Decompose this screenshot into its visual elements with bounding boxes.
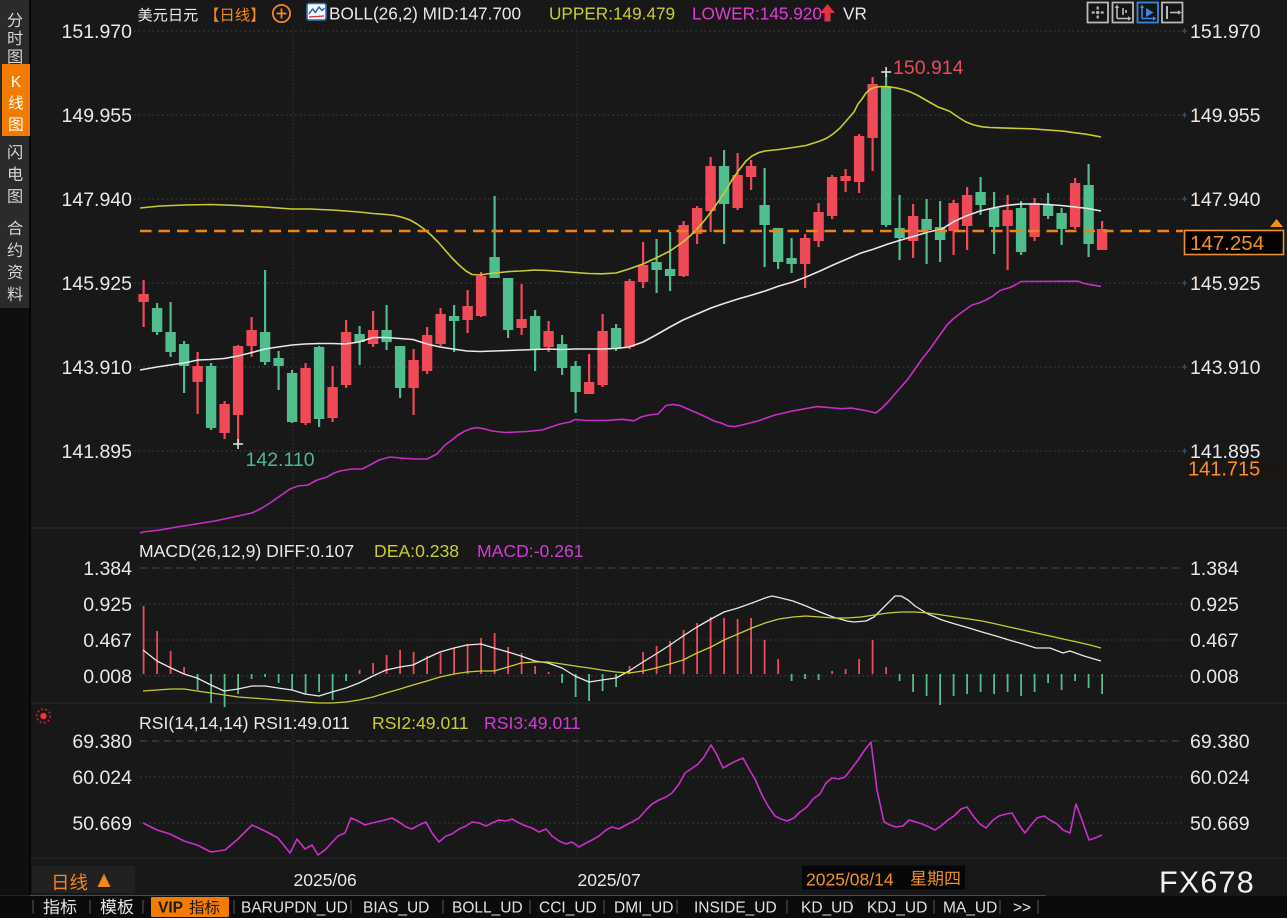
svg-text:143.910: 143.910 <box>62 357 133 379</box>
svg-text:RSI3:49.011: RSI3:49.011 <box>484 713 581 733</box>
svg-text:VIP: VIP <box>158 900 183 917</box>
svg-text:149.955: 149.955 <box>62 105 133 127</box>
svg-text:69.380: 69.380 <box>1190 731 1250 753</box>
svg-text:DEA:0.238: DEA:0.238 <box>374 541 459 561</box>
svg-text:50.669: 50.669 <box>1190 813 1250 835</box>
svg-text:0.925: 0.925 <box>83 594 132 616</box>
svg-text:BOLL_UD: BOLL_UD <box>452 900 523 917</box>
svg-text:145.925: 145.925 <box>62 273 133 295</box>
svg-text:CCI_UD: CCI_UD <box>539 900 597 917</box>
svg-text:151.970: 151.970 <box>1190 21 1261 43</box>
svg-text:147.940: 147.940 <box>62 189 133 211</box>
svg-text:BARUPDN_UD: BARUPDN_UD <box>241 900 348 917</box>
svg-text:2025/08/14: 2025/08/14 <box>806 870 894 890</box>
svg-text:INSIDE_UD: INSIDE_UD <box>694 900 777 917</box>
svg-text:141.715: 141.715 <box>1188 459 1260 481</box>
svg-text:MACD:-0.261: MACD:-0.261 <box>477 541 584 561</box>
svg-text:142.110: 142.110 <box>246 449 315 471</box>
svg-text:MA_UD: MA_UD <box>943 900 997 917</box>
svg-text:RSI2:49.011: RSI2:49.011 <box>372 713 469 733</box>
svg-text:69.380: 69.380 <box>72 731 132 753</box>
svg-text:UPPER:149.479: UPPER:149.479 <box>549 4 675 24</box>
svg-text:150.914: 150.914 <box>893 57 964 79</box>
svg-text:2025/06: 2025/06 <box>294 870 357 890</box>
svg-text:0.467: 0.467 <box>83 630 132 652</box>
svg-text:50.669: 50.669 <box>72 813 132 835</box>
svg-text:143.910: 143.910 <box>1190 357 1261 379</box>
svg-text:BIAS_UD: BIAS_UD <box>363 900 429 917</box>
svg-text:2025/07: 2025/07 <box>578 870 641 890</box>
svg-text:1.384: 1.384 <box>83 558 132 580</box>
svg-text:151.970: 151.970 <box>62 21 133 43</box>
svg-text:BOLL(26,2) MID:147.700: BOLL(26,2) MID:147.700 <box>329 4 521 24</box>
svg-text:0.467: 0.467 <box>1190 630 1239 652</box>
svg-text:KDJ_UD: KDJ_UD <box>867 900 927 917</box>
svg-text:MACD(26,12,9) DIFF:0.107: MACD(26,12,9) DIFF:0.107 <box>139 541 354 561</box>
svg-text:LOWER:145.920: LOWER:145.920 <box>692 4 822 24</box>
svg-text:149.955: 149.955 <box>1190 105 1261 127</box>
svg-text:60.024: 60.024 <box>72 767 132 789</box>
svg-text:141.895: 141.895 <box>1190 441 1261 463</box>
svg-text:141.895: 141.895 <box>62 441 133 463</box>
svg-text:>>: >> <box>1013 900 1031 917</box>
svg-text:0.925: 0.925 <box>1190 594 1239 616</box>
svg-text:DMI_UD: DMI_UD <box>614 900 673 917</box>
svg-text:FX678: FX678 <box>1159 866 1255 900</box>
svg-text:K: K <box>11 74 22 91</box>
svg-text:1.384: 1.384 <box>1190 558 1239 580</box>
svg-text:60.024: 60.024 <box>1190 767 1250 789</box>
svg-text:0.008: 0.008 <box>83 666 132 688</box>
svg-text:KD_UD: KD_UD <box>801 900 854 917</box>
svg-text:145.925: 145.925 <box>1190 273 1261 295</box>
svg-text:0.008: 0.008 <box>1190 666 1239 688</box>
svg-text:VR: VR <box>843 4 867 24</box>
svg-text:147.254: 147.254 <box>1190 232 1264 255</box>
svg-text:147.940: 147.940 <box>1190 189 1261 211</box>
svg-text:RSI(14,14,14) RSI1:49.011: RSI(14,14,14) RSI1:49.011 <box>139 713 350 733</box>
